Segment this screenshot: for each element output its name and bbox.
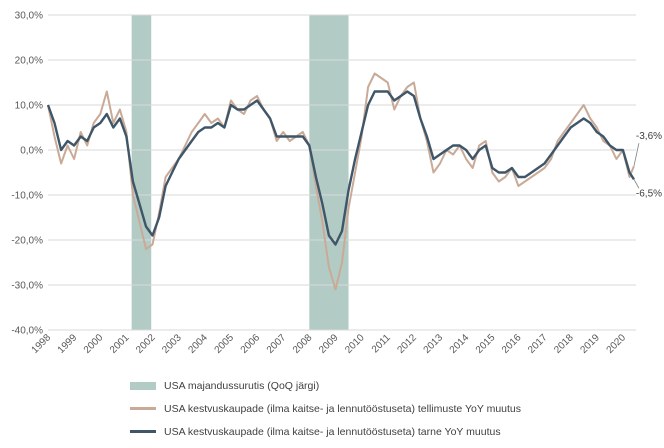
x-tick-label: 2000	[82, 332, 106, 356]
y-tick-label: -40,0%	[11, 326, 43, 337]
x-tick-label: 2002	[134, 332, 158, 356]
y-tick-label: -20,0%	[11, 236, 43, 247]
chart: 30,0% 20,0% 10,0% 0,0% -10,0% -20,0% -30,0% -40…	[11, 11, 662, 356]
x-tick-label: 2018	[552, 332, 576, 356]
x-tick-label: 2010	[343, 332, 367, 356]
x-tick-label: 2007	[265, 332, 289, 356]
x-tick-label: 2016	[500, 332, 524, 356]
x-tick-label: 2011	[370, 332, 393, 355]
x-tick-label: 2013	[422, 332, 446, 356]
recession-band-1	[131, 15, 152, 330]
legend-swatch-shipments	[130, 430, 156, 433]
x-tick-label: 2005	[213, 332, 237, 356]
legend-item-shipments: USA kestvuskaupade (ilma kaitse- ja lenn…	[130, 420, 521, 443]
y-tick-label: -10,0%	[11, 191, 43, 202]
x-tick-label: 2017	[526, 332, 550, 356]
legend-label-recession: USA majandussurutis (QoQ järgi)	[164, 379, 320, 392]
x-tick-label: 2020	[605, 332, 629, 356]
x-tick-label: 2014	[448, 332, 472, 356]
annotation-leader	[633, 143, 640, 167]
legend-label-shipments: USA kestvuskaupade (ilma kaitse- ja lenn…	[164, 425, 501, 438]
y-tick-label: -30,0%	[11, 281, 43, 292]
annotations: -3,6% -6,5%	[633, 131, 662, 199]
legend-swatch-recession	[130, 381, 156, 390]
x-tick-label: 2009	[317, 332, 341, 356]
legend-swatch-orders	[130, 407, 156, 410]
legend: USA majandussurutis (QoQ järgi) USA kest…	[130, 374, 521, 443]
y-tick-label: 30,0%	[15, 11, 43, 22]
y-tick-label: 20,0%	[15, 56, 43, 67]
annotation-label: -3,6%	[636, 131, 662, 142]
y-axis: 30,0% 20,0% 10,0% 0,0% -10,0% -20,0% -30,0% -40…	[11, 11, 43, 337]
x-tick-label: 1999	[56, 332, 80, 356]
x-tick-label: 2019	[578, 332, 602, 356]
y-tick-label: 0,0%	[20, 146, 43, 157]
legend-item-orders: USA kestvuskaupade (ilma kaitse- ja lenn…	[130, 397, 521, 420]
y-tick-label: 10,0%	[15, 101, 43, 112]
series-line-shipments	[46, 90, 635, 246]
x-tick-label: 2006	[239, 332, 263, 356]
x-tick-label: 2012	[395, 332, 419, 356]
annotation-leader	[633, 179, 640, 189]
gridlines	[48, 14, 636, 331]
series-lines	[46, 72, 635, 291]
legend-item-recession: USA majandussurutis (QoQ järgi)	[130, 374, 521, 397]
annotation-label: -6,5%	[636, 188, 662, 199]
series-line-orders	[47, 72, 635, 291]
x-tick-label: 2001	[108, 332, 132, 356]
x-axis: 1998 1999 2000 2001 2002 2003 2004 2005 2006 2007…	[30, 332, 629, 356]
legend-label-orders: USA kestvuskaupade (ilma kaitse- ja lenn…	[164, 402, 521, 415]
x-tick-label: 2015	[474, 332, 498, 356]
x-tick-label: 2004	[186, 332, 210, 356]
x-tick-label: 2008	[291, 332, 315, 356]
x-tick-label: 2003	[160, 332, 184, 356]
